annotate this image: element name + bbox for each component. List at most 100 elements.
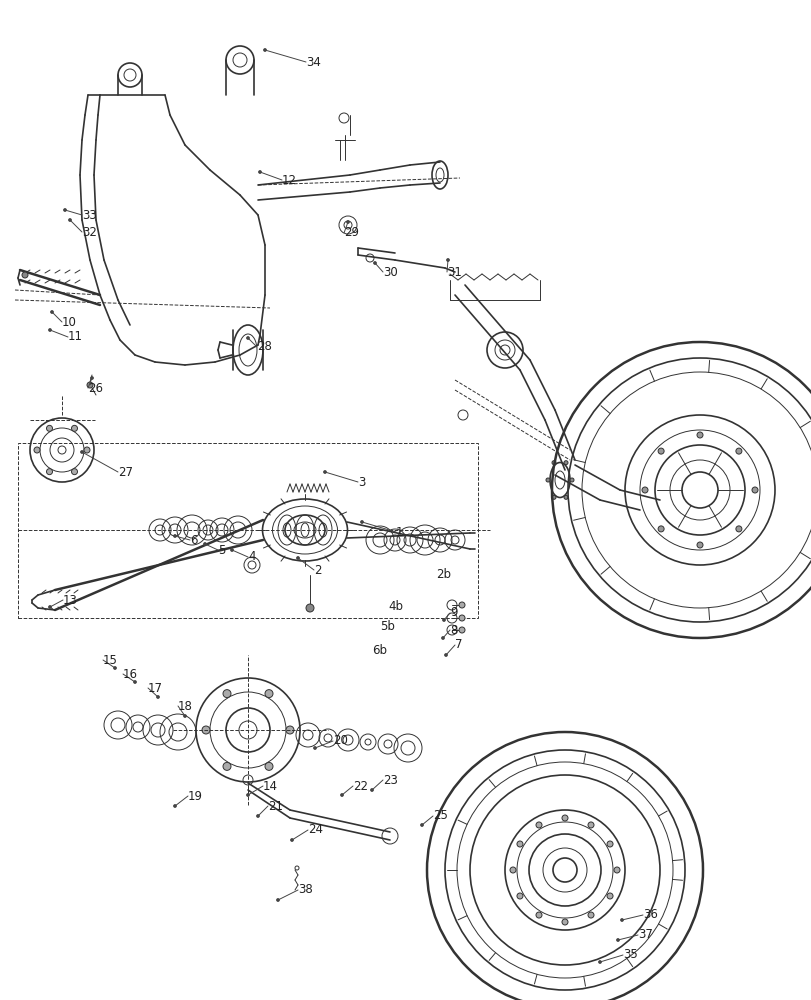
Bar — [18, 443, 478, 618]
Circle shape — [340, 793, 343, 796]
Circle shape — [202, 726, 210, 734]
Text: 12: 12 — [281, 174, 297, 187]
Text: 24: 24 — [307, 823, 323, 836]
Text: 30: 30 — [383, 265, 397, 278]
Circle shape — [735, 526, 741, 532]
Circle shape — [607, 893, 612, 899]
Circle shape — [360, 520, 363, 524]
Circle shape — [68, 219, 71, 222]
Circle shape — [290, 838, 293, 841]
Circle shape — [642, 487, 647, 493]
Circle shape — [696, 432, 702, 438]
Circle shape — [751, 487, 757, 493]
Text: 32: 32 — [82, 226, 97, 239]
Circle shape — [569, 478, 573, 482]
Circle shape — [441, 636, 444, 640]
Text: 13: 13 — [63, 593, 78, 606]
Circle shape — [616, 938, 619, 941]
Circle shape — [442, 618, 445, 621]
Text: 33: 33 — [82, 209, 97, 222]
Circle shape — [264, 49, 266, 52]
Circle shape — [258, 171, 261, 174]
Circle shape — [458, 627, 465, 633]
Circle shape — [87, 382, 93, 388]
Text: 11: 11 — [68, 330, 83, 344]
Text: 8: 8 — [449, 624, 457, 636]
Circle shape — [313, 746, 316, 750]
Text: 29: 29 — [344, 227, 358, 239]
Circle shape — [223, 762, 230, 770]
Circle shape — [370, 788, 373, 791]
Text: 5: 5 — [217, 544, 225, 556]
Text: 15: 15 — [103, 654, 118, 666]
Text: 7: 7 — [454, 638, 462, 652]
Text: 18: 18 — [178, 700, 193, 712]
Text: 1: 1 — [396, 526, 403, 538]
Text: 26: 26 — [88, 381, 103, 394]
Text: 37: 37 — [637, 928, 652, 941]
Circle shape — [174, 534, 176, 538]
Circle shape — [323, 471, 326, 474]
Text: 5b: 5b — [380, 619, 394, 632]
Text: 35: 35 — [622, 948, 637, 961]
Text: 6b: 6b — [371, 644, 387, 658]
Circle shape — [174, 804, 176, 807]
Text: 21: 21 — [268, 799, 283, 812]
Circle shape — [517, 841, 522, 847]
Circle shape — [71, 469, 77, 475]
Circle shape — [296, 556, 299, 560]
Circle shape — [247, 336, 249, 340]
Text: 4: 4 — [247, 550, 255, 564]
Circle shape — [63, 209, 67, 212]
Text: 3: 3 — [358, 476, 365, 488]
Circle shape — [34, 447, 40, 453]
Circle shape — [613, 867, 620, 873]
Circle shape — [264, 762, 272, 770]
Circle shape — [587, 822, 594, 828]
Circle shape — [223, 690, 230, 698]
Circle shape — [545, 478, 549, 482]
Text: 2: 2 — [314, 564, 321, 576]
Text: 16: 16 — [122, 668, 138, 680]
Circle shape — [509, 867, 515, 873]
Circle shape — [183, 714, 187, 717]
Text: 27: 27 — [118, 466, 133, 479]
Circle shape — [587, 912, 594, 918]
Circle shape — [157, 696, 159, 698]
Text: 6: 6 — [190, 534, 197, 546]
Circle shape — [620, 918, 623, 921]
Circle shape — [517, 893, 522, 899]
Circle shape — [607, 841, 612, 847]
Circle shape — [561, 815, 568, 821]
Circle shape — [256, 814, 260, 817]
Circle shape — [230, 548, 234, 552]
Circle shape — [598, 960, 601, 963]
Text: 19: 19 — [188, 790, 203, 802]
Text: 4b: 4b — [388, 599, 402, 612]
Circle shape — [551, 461, 556, 465]
Text: 9: 9 — [449, 606, 457, 619]
Circle shape — [446, 258, 449, 261]
Text: 28: 28 — [257, 340, 272, 354]
Circle shape — [80, 450, 84, 454]
Circle shape — [114, 666, 116, 670]
Circle shape — [657, 526, 663, 532]
Circle shape — [458, 615, 465, 621]
Circle shape — [551, 495, 556, 499]
Circle shape — [346, 221, 349, 224]
Circle shape — [561, 919, 568, 925]
Circle shape — [277, 898, 279, 902]
Circle shape — [46, 425, 53, 431]
Text: 14: 14 — [263, 780, 277, 792]
Text: 23: 23 — [383, 774, 397, 786]
Circle shape — [50, 310, 54, 314]
Circle shape — [71, 425, 77, 431]
Circle shape — [735, 448, 741, 454]
Circle shape — [46, 469, 53, 475]
Circle shape — [264, 690, 272, 698]
Circle shape — [564, 495, 568, 499]
Text: 25: 25 — [432, 809, 448, 822]
Circle shape — [444, 654, 447, 656]
Circle shape — [285, 726, 294, 734]
Circle shape — [49, 605, 51, 608]
